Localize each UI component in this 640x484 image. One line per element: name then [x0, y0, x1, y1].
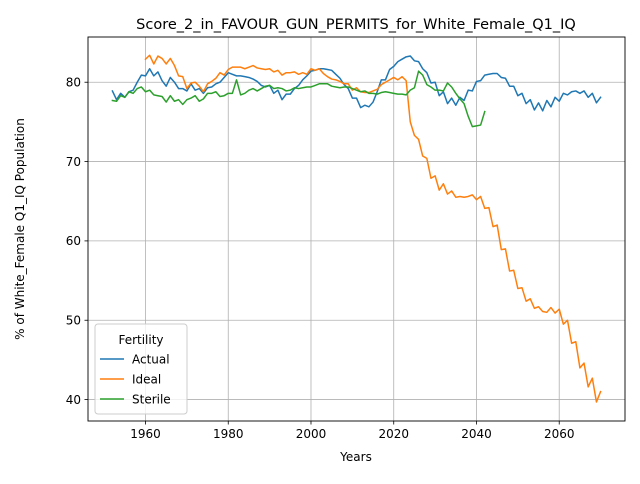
legend-box	[94, 323, 188, 415]
legend-label-sterile: Sterile	[132, 392, 171, 406]
x-tick-label: 2000	[296, 427, 327, 441]
y-tick-label: 70	[66, 155, 81, 169]
axis-ticks: 1960 1980 2000 2020 2040 2060 40 50 60 70 80	[66, 76, 575, 441]
legend-label-actual: Actual	[132, 352, 170, 366]
y-tick-label: 40	[66, 393, 81, 407]
series-line-sterile	[111, 70, 486, 128]
legend-items: Actual Ideal Sterile	[100, 352, 171, 406]
y-tick-label: 60	[66, 234, 81, 248]
y-tick-label: 80	[66, 76, 81, 90]
series-line-actual	[111, 55, 602, 112]
series-line-ideal	[144, 54, 602, 403]
x-tick-label: 2060	[544, 427, 575, 441]
legend: Fertility Actual Ideal Sterile	[94, 323, 188, 415]
x-tick-label: 2040	[461, 427, 492, 441]
x-tick-label: 1960	[130, 427, 161, 441]
grid	[88, 37, 625, 421]
series-lines	[111, 54, 602, 403]
legend-title: Fertility	[118, 333, 163, 347]
y-axis-label: % of White_Female Q1_IQ Population	[13, 118, 27, 340]
plot-frame	[87, 36, 626, 422]
x-tick-label: 2020	[378, 427, 409, 441]
y-tick-label: 50	[66, 314, 81, 328]
x-tick-label: 1980	[213, 427, 244, 441]
legend-label-ideal: Ideal	[132, 372, 161, 386]
x-axis-label: Years	[339, 450, 372, 464]
chart-title: Score_2_in_FAVOUR_GUN_PERMITS_for_White_…	[136, 17, 576, 33]
